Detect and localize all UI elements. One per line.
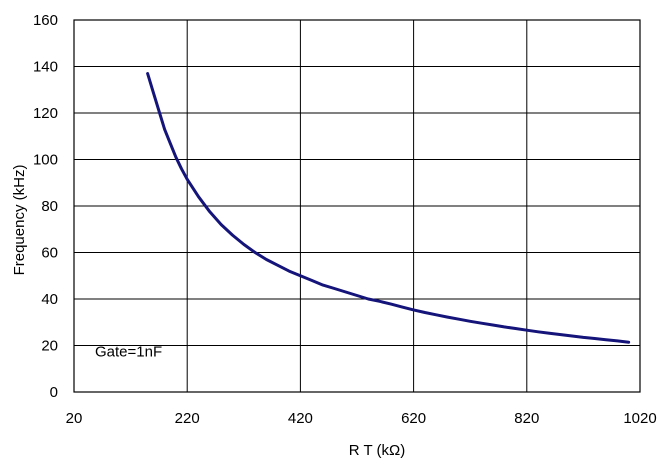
annotation-background xyxy=(84,346,187,371)
y-tick-label: 100 xyxy=(33,152,58,169)
y-tick-label: 120 xyxy=(33,105,58,122)
annotation-gate: Gate=1nF xyxy=(95,344,162,361)
x-tick-label: 220 xyxy=(175,410,200,427)
y-tick-label: 0 xyxy=(50,384,58,401)
x-axis-label: R T (kΩ) xyxy=(349,442,406,459)
x-tick-label: 1020 xyxy=(623,410,656,427)
x-tick-label: 420 xyxy=(288,410,313,427)
y-tick-labels: 0 20 40 60 80 100 120 140 160 xyxy=(33,12,58,401)
x-tick-label: 620 xyxy=(401,410,426,427)
series-line xyxy=(146,72,631,344)
y-tick-label: 140 xyxy=(33,59,58,76)
gridlines xyxy=(74,20,640,392)
y-tick-label: 80 xyxy=(41,198,58,215)
plot-frame xyxy=(73,19,641,393)
y-tick-label: 160 xyxy=(33,12,58,29)
y-tick-label: 40 xyxy=(41,291,58,308)
y-tick-label: 20 xyxy=(41,338,58,355)
y-tick-label: 60 xyxy=(41,245,58,262)
x-tick-labels: 20 220 420 620 820 1020 xyxy=(66,410,657,427)
x-tick-label: 20 xyxy=(66,410,83,427)
x-tick-label: 820 xyxy=(514,410,539,427)
y-axis-label: Frequency (kHz) xyxy=(11,165,28,276)
